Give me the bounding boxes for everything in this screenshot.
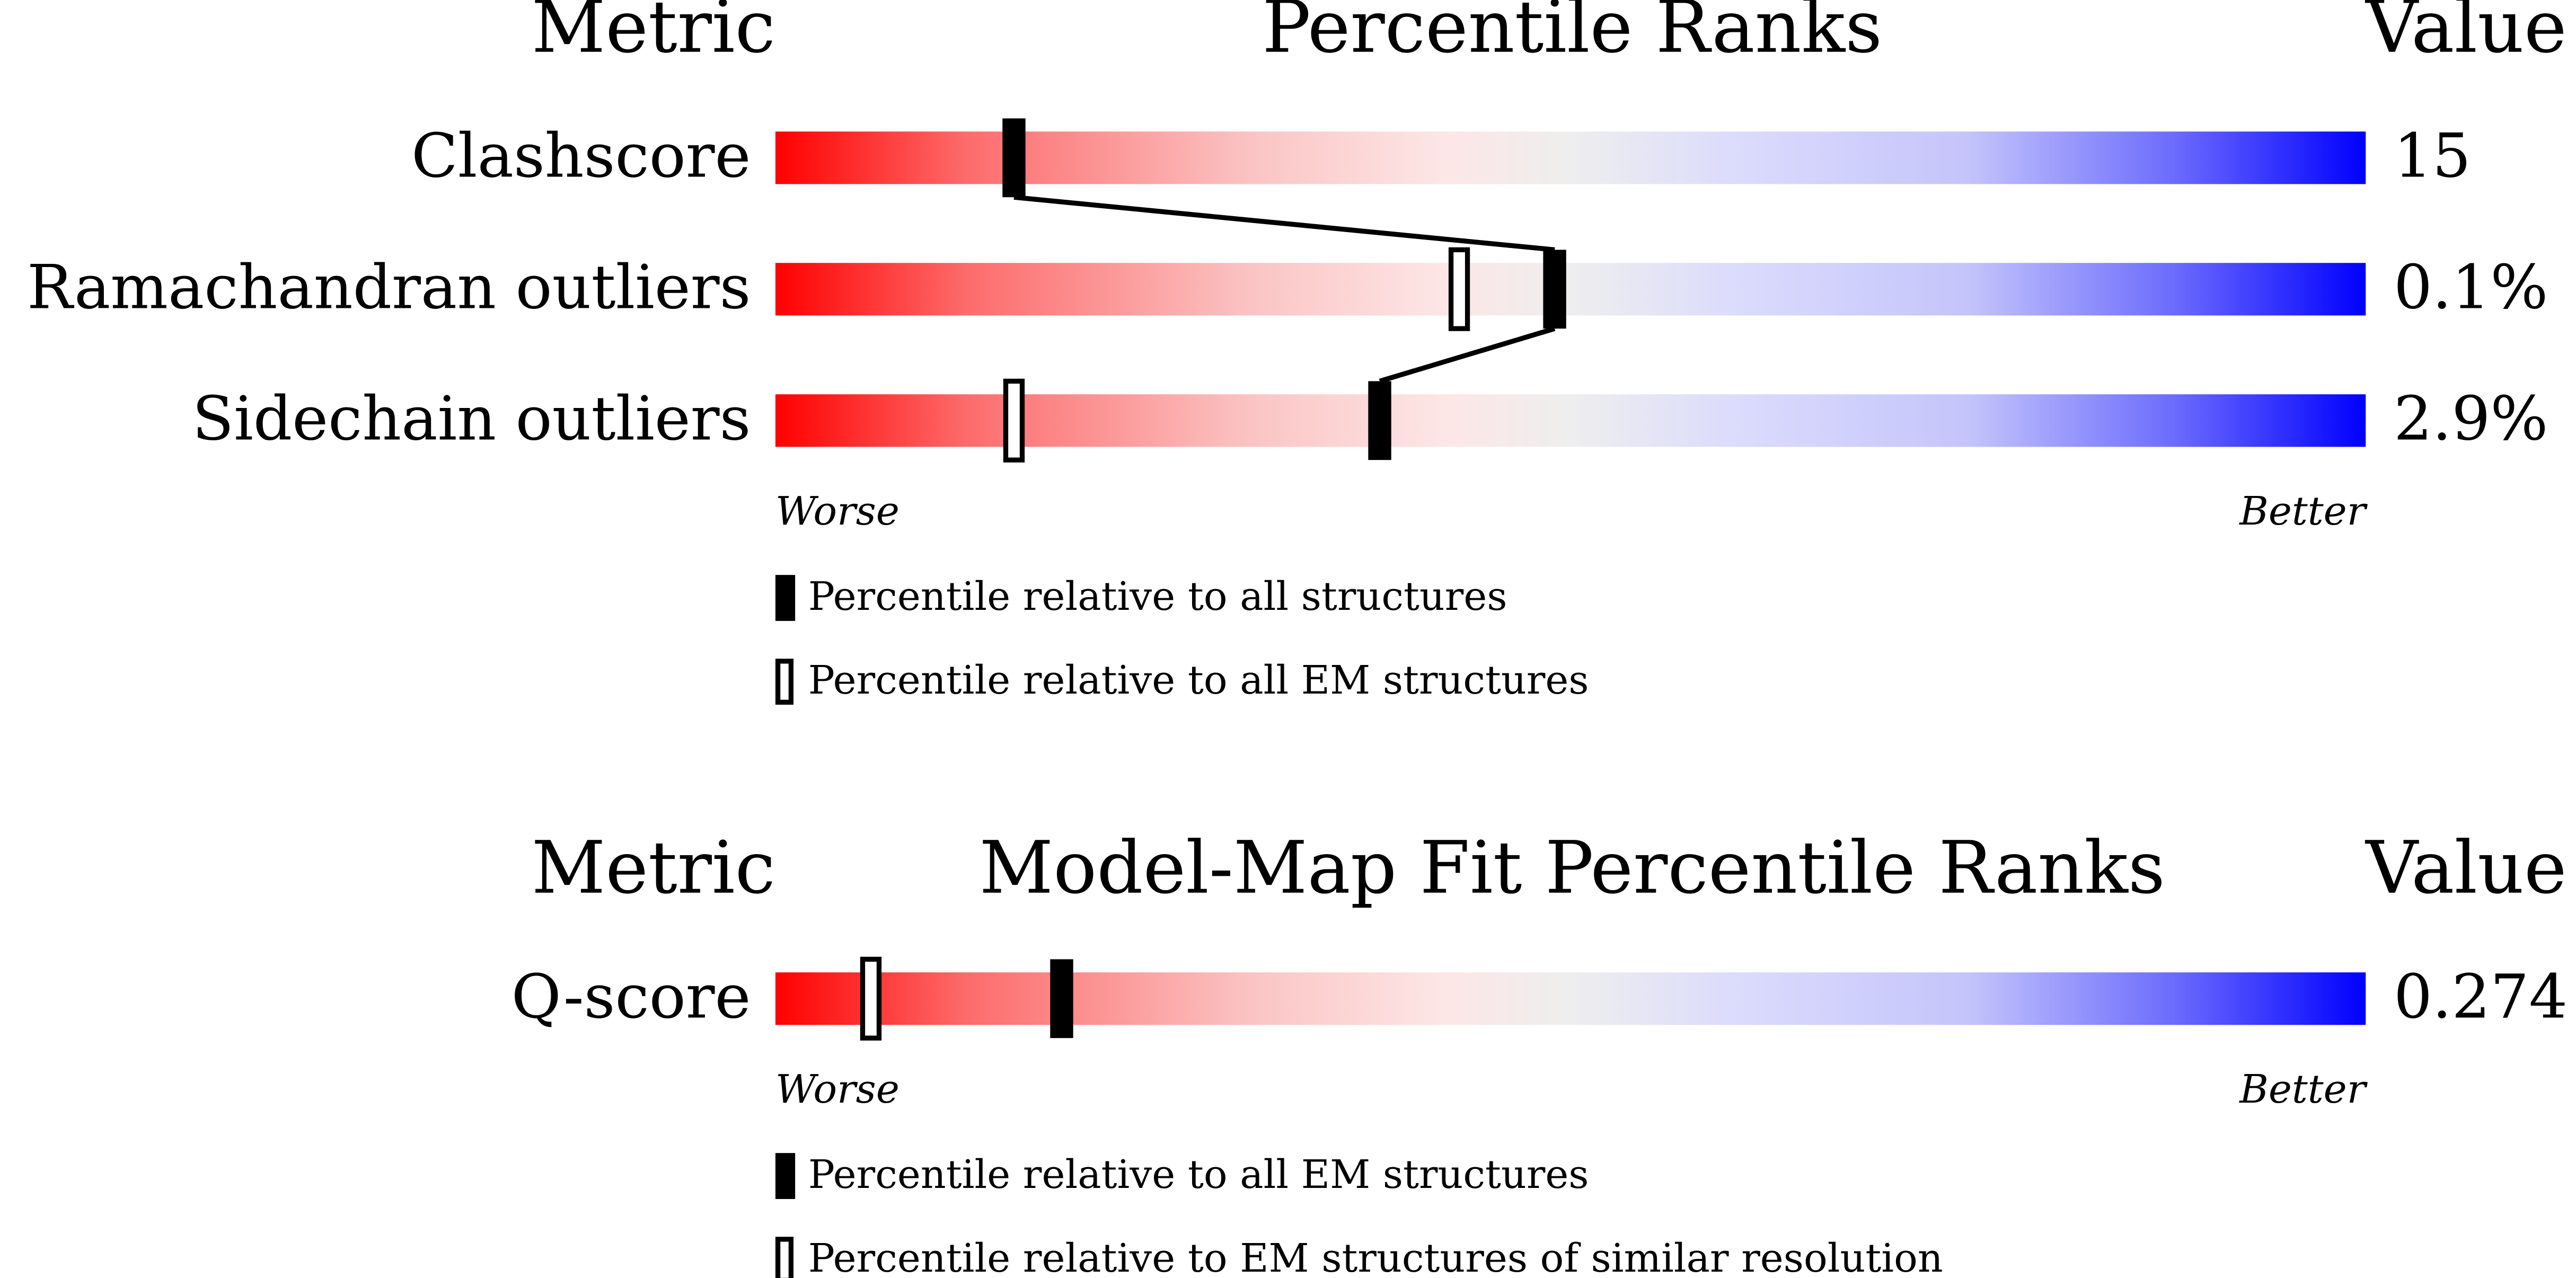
metric-value: 0.1% <box>2394 253 2548 323</box>
connector-line <box>1013 194 1555 253</box>
metric-label: Q-score <box>511 962 751 1032</box>
percentile-bar <box>775 394 2366 447</box>
secondary-marker <box>860 956 882 1041</box>
primary-marker <box>1002 118 1026 198</box>
value-header: Value <box>2365 0 2566 69</box>
connector-line <box>1379 326 1556 384</box>
metric-value: 0.274 <box>2394 962 2568 1032</box>
worse-label: Worse <box>775 488 899 534</box>
metric-value: 15 <box>2394 121 2471 192</box>
percentile-bar <box>775 263 2366 316</box>
percentile-bar <box>775 131 2366 184</box>
metric-value: 2.9% <box>2394 384 2548 454</box>
primary-marker <box>1543 250 1566 329</box>
metric-header: Metric <box>532 826 775 910</box>
secondary-marker <box>1448 247 1470 331</box>
better-label: Better <box>2238 488 2368 534</box>
metric-label: Sidechain outliers <box>192 384 751 454</box>
metric-label: Ramachandran outliers <box>27 253 751 323</box>
legend-label: Percentile relative to all EM structures <box>808 657 1589 703</box>
legend-swatch <box>775 1237 794 1278</box>
legend-label: Percentile relative to all EM structures <box>808 1151 1589 1197</box>
better-label: Better <box>2238 1066 2368 1112</box>
secondary-marker <box>1003 378 1025 463</box>
legend-swatch <box>775 659 794 705</box>
legend-label: Percentile relative to all structures <box>808 573 1507 619</box>
primary-marker <box>1368 381 1391 460</box>
metric-label: Clashscore <box>411 121 751 192</box>
value-header: Value <box>2365 826 2566 910</box>
primary-marker <box>1050 959 1073 1039</box>
percentile-bar <box>775 972 2366 1025</box>
worse-label: Worse <box>775 1066 899 1112</box>
metric-header: Metric <box>532 0 775 69</box>
legend-label: Percentile relative to EM structures of … <box>808 1235 1943 1278</box>
panel-title: Model-Map Fit Percentile Ranks <box>980 826 2165 910</box>
panel-title: Percentile Ranks <box>1262 0 1882 69</box>
legend-swatch <box>775 1153 796 1199</box>
legend-swatch <box>775 575 796 621</box>
